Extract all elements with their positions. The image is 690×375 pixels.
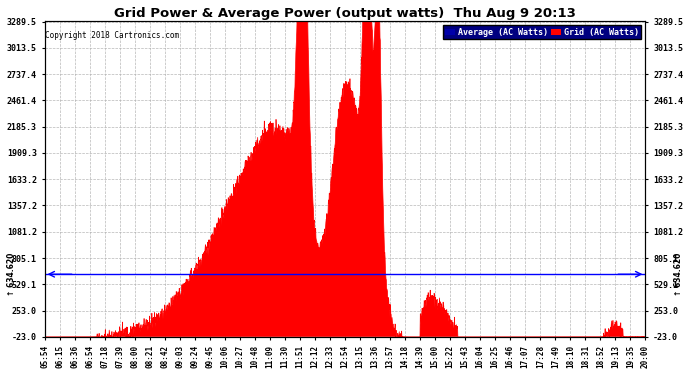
Text: ↑ 634.620: ↑ 634.620 bbox=[674, 252, 683, 296]
Legend: Average (AC Watts), Grid (AC Watts): Average (AC Watts), Grid (AC Watts) bbox=[443, 25, 641, 39]
Text: ↑ 634.620: ↑ 634.620 bbox=[7, 252, 16, 296]
Title: Grid Power & Average Power (output watts)  Thu Aug 9 20:13: Grid Power & Average Power (output watts… bbox=[114, 7, 576, 20]
Text: Copyright 2018 Cartronics.com: Copyright 2018 Cartronics.com bbox=[45, 31, 179, 40]
